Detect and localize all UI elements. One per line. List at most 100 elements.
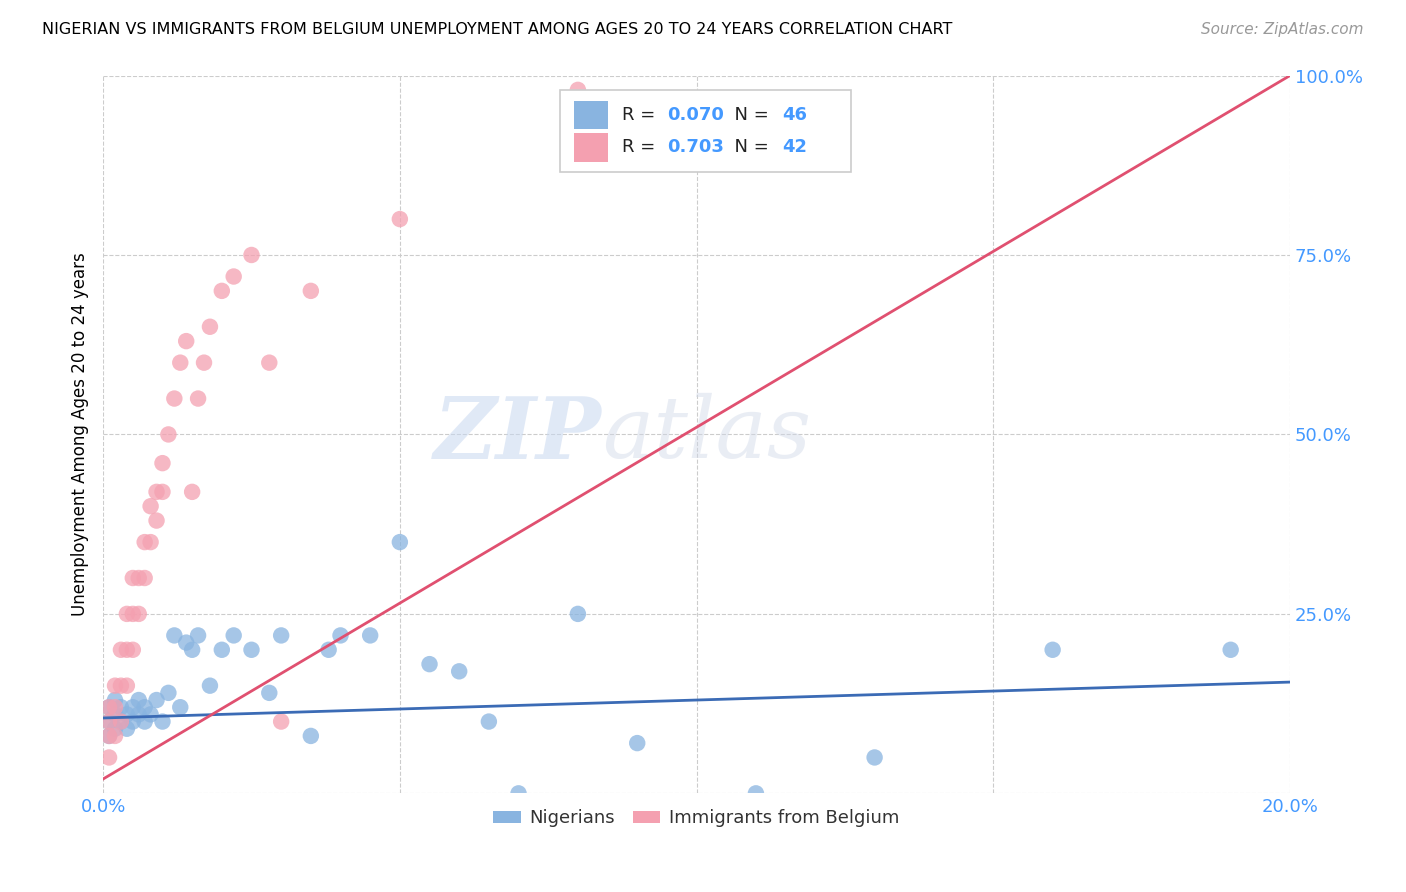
Point bbox=[478, 714, 501, 729]
Point bbox=[259, 686, 281, 700]
Point bbox=[139, 707, 162, 722]
Point bbox=[174, 334, 197, 348]
Point bbox=[134, 700, 156, 714]
Bar bbox=[574, 133, 607, 161]
Point bbox=[174, 635, 197, 649]
Point bbox=[169, 700, 191, 714]
Point bbox=[115, 607, 138, 621]
Point bbox=[115, 679, 138, 693]
Point bbox=[110, 714, 132, 729]
Point bbox=[98, 714, 121, 729]
Point bbox=[388, 212, 411, 227]
Point bbox=[181, 484, 204, 499]
Text: 46: 46 bbox=[782, 106, 807, 124]
Text: R =: R = bbox=[621, 106, 661, 124]
Text: N =: N = bbox=[723, 106, 775, 124]
Point bbox=[388, 535, 411, 549]
Bar bbox=[574, 101, 607, 129]
Point bbox=[157, 427, 180, 442]
Point bbox=[222, 628, 245, 642]
Text: R =: R = bbox=[621, 138, 661, 156]
Point bbox=[104, 693, 127, 707]
Point bbox=[508, 786, 530, 800]
Point bbox=[128, 607, 150, 621]
Point bbox=[115, 642, 138, 657]
Point bbox=[110, 679, 132, 693]
Point bbox=[134, 535, 156, 549]
Point bbox=[198, 679, 221, 693]
Point bbox=[211, 284, 233, 298]
Point bbox=[115, 707, 138, 722]
Point bbox=[145, 693, 167, 707]
Point bbox=[98, 750, 121, 764]
Text: ZIP: ZIP bbox=[433, 392, 602, 476]
Point bbox=[139, 535, 162, 549]
Point bbox=[1219, 642, 1241, 657]
Point bbox=[152, 484, 174, 499]
Point bbox=[104, 722, 127, 736]
Point bbox=[145, 484, 167, 499]
Point bbox=[121, 714, 143, 729]
Point bbox=[240, 642, 263, 657]
Point bbox=[163, 628, 186, 642]
Point bbox=[145, 514, 167, 528]
Y-axis label: Unemployment Among Ages 20 to 24 years: Unemployment Among Ages 20 to 24 years bbox=[72, 252, 89, 616]
Point bbox=[169, 356, 191, 370]
Point bbox=[449, 665, 471, 679]
Point bbox=[163, 392, 186, 406]
Point bbox=[104, 700, 127, 714]
Point bbox=[329, 628, 352, 642]
Point bbox=[128, 693, 150, 707]
Point bbox=[121, 700, 143, 714]
Point bbox=[134, 571, 156, 585]
Point bbox=[104, 679, 127, 693]
Point bbox=[318, 642, 340, 657]
Point bbox=[193, 356, 215, 370]
Text: 42: 42 bbox=[782, 138, 807, 156]
Point bbox=[187, 628, 209, 642]
Point bbox=[134, 714, 156, 729]
Point bbox=[98, 700, 121, 714]
Text: atlas: atlas bbox=[602, 393, 811, 475]
Point bbox=[745, 786, 768, 800]
Point bbox=[98, 714, 121, 729]
Point bbox=[110, 700, 132, 714]
Point bbox=[152, 714, 174, 729]
Point bbox=[139, 500, 162, 514]
Point bbox=[121, 607, 143, 621]
Point bbox=[222, 269, 245, 284]
Point bbox=[259, 356, 281, 370]
Text: 0.070: 0.070 bbox=[666, 106, 724, 124]
FancyBboxPatch shape bbox=[560, 90, 851, 172]
Point bbox=[98, 729, 121, 743]
Point bbox=[198, 319, 221, 334]
Point bbox=[128, 707, 150, 722]
Point bbox=[1042, 642, 1064, 657]
Point bbox=[104, 707, 127, 722]
Point bbox=[181, 642, 204, 657]
Point bbox=[863, 750, 886, 764]
Point bbox=[128, 571, 150, 585]
Point bbox=[359, 628, 381, 642]
Point bbox=[567, 607, 589, 621]
Point bbox=[110, 642, 132, 657]
Point bbox=[187, 392, 209, 406]
Text: N =: N = bbox=[723, 138, 775, 156]
Point bbox=[418, 657, 440, 672]
Point bbox=[567, 83, 589, 97]
Point bbox=[104, 729, 127, 743]
Text: 0.703: 0.703 bbox=[666, 138, 724, 156]
Point bbox=[115, 722, 138, 736]
Legend: Nigerians, Immigrants from Belgium: Nigerians, Immigrants from Belgium bbox=[486, 802, 907, 835]
Point bbox=[270, 628, 292, 642]
Point bbox=[152, 456, 174, 470]
Point bbox=[157, 686, 180, 700]
Point bbox=[121, 571, 143, 585]
Text: Source: ZipAtlas.com: Source: ZipAtlas.com bbox=[1201, 22, 1364, 37]
Point bbox=[626, 736, 648, 750]
Point bbox=[299, 729, 322, 743]
Point bbox=[98, 700, 121, 714]
Point bbox=[240, 248, 263, 262]
Point bbox=[110, 714, 132, 729]
Point bbox=[270, 714, 292, 729]
